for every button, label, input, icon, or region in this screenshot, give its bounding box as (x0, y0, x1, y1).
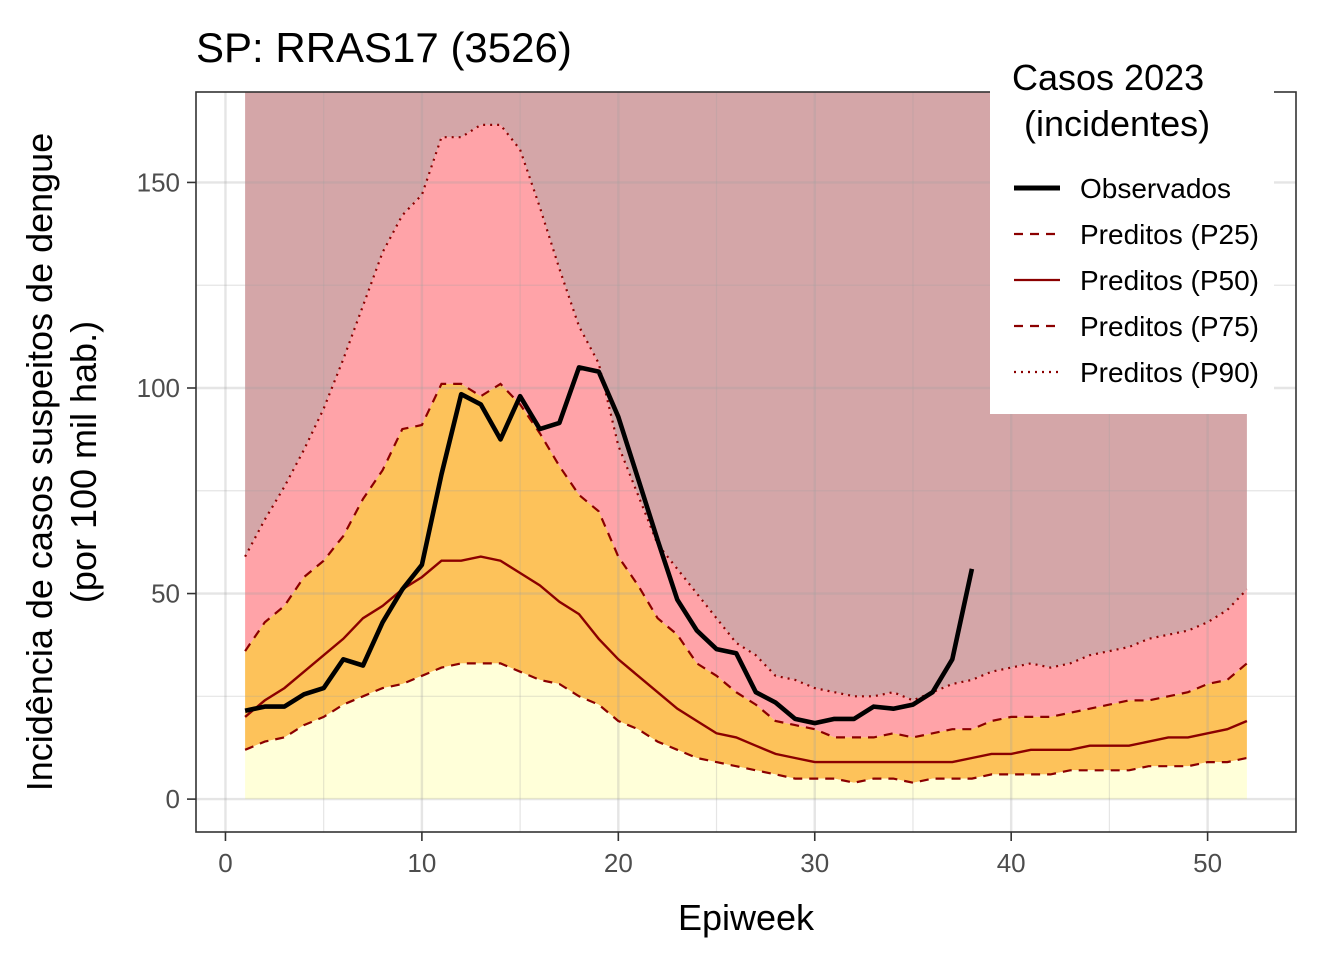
y-axis-title: Incidência de casos suspeitos de dengue … (19, 133, 104, 791)
y-tick-label: 50 (151, 579, 180, 609)
y-axis-title-line-2: (por 100 mil hab.) (63, 321, 104, 603)
band-below-p25 (245, 663, 1247, 800)
band-p75-p90 (245, 124, 1247, 738)
x-tick-label: 50 (1193, 848, 1222, 878)
plot-panel-border (195, 91, 1297, 833)
legend: Casos 2023 (incidentes) Observados Predit… (990, 52, 1274, 414)
x-tick-label: 40 (997, 848, 1026, 878)
x-tick-label: 10 (407, 848, 436, 878)
line-p25 (244, 662, 1248, 784)
legend-label: Preditos (P90) (1080, 357, 1259, 388)
y-tick-label: 100 (137, 373, 180, 403)
legend-label: Preditos (P75) (1080, 311, 1259, 342)
legend-entries: Observados Preditos (P25) Preditos (P50) Pr… (1014, 173, 1259, 388)
y-tick-label: 150 (137, 167, 180, 197)
legend-label: Observados (1080, 173, 1231, 204)
x-tick-label: 30 (800, 848, 829, 878)
y-axis: 0 50 100 150 (137, 167, 196, 814)
legend-label: Preditos (P25) (1080, 219, 1259, 250)
legend-title-line-2: (incidentes) (1024, 103, 1210, 144)
y-tick-label: 0 (166, 784, 180, 814)
x-axis: 0 10 20 30 40 50 (218, 832, 1222, 878)
series-lines (244, 123, 1248, 784)
band-p25-p75 (245, 383, 1247, 783)
x-tick-label: 20 (604, 848, 633, 878)
legend-label: Preditos (P50) (1080, 265, 1259, 296)
line-p50 (244, 555, 1248, 764)
chart-title: SP: RRAS17 (3526) (196, 24, 572, 71)
legend-title-line-1: Casos 2023 (1012, 57, 1204, 98)
x-tick-label: 0 (218, 848, 232, 878)
y-axis-title-line-1: Incidência de casos suspeitos de dengue (19, 133, 60, 791)
line-observados (244, 365, 975, 726)
x-axis-title: Epiweek (678, 897, 815, 938)
line-p75 (244, 382, 1248, 739)
